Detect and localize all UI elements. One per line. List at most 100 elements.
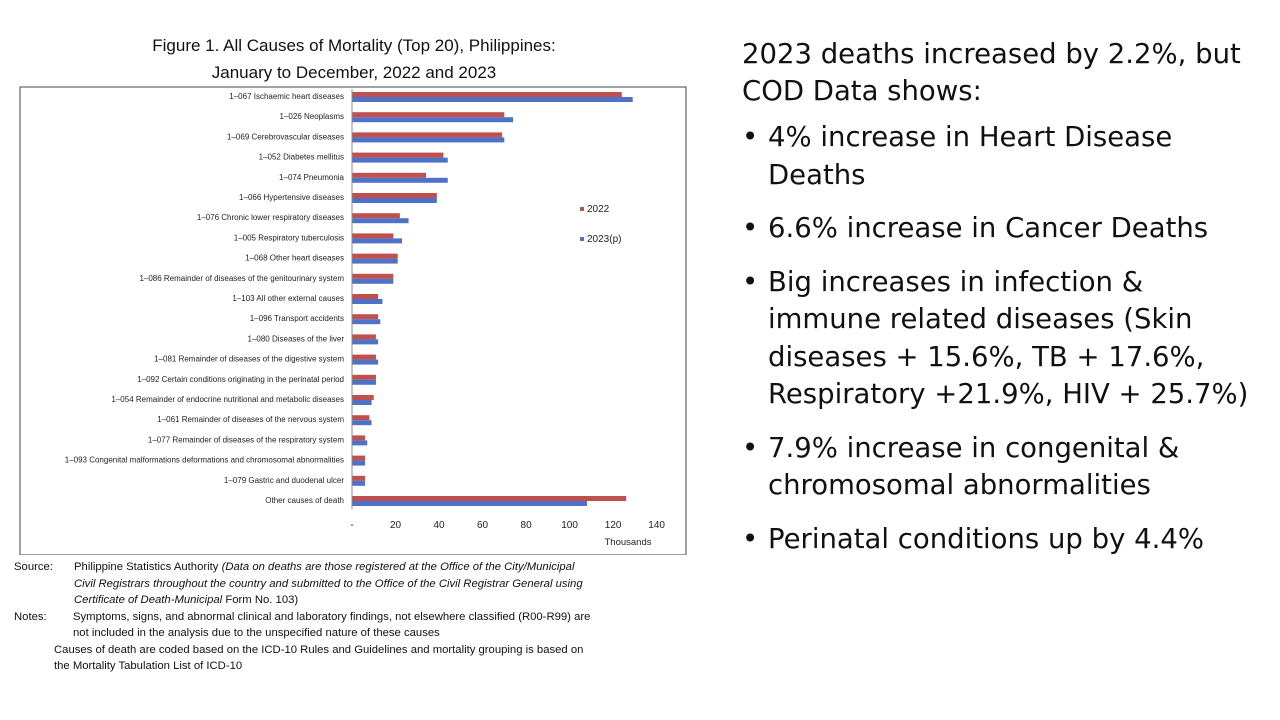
- source-line-1: (Data on deaths are those registered at …: [221, 561, 575, 573]
- category-label: 1–066 Hypertensive diseases: [239, 193, 344, 202]
- bar-2023p: [352, 137, 505, 143]
- bar-2022: [352, 253, 398, 259]
- bullet-text: Big increases in infection & immune rela…: [768, 265, 1249, 411]
- category-label: 1–092 Certain conditions originating in …: [137, 375, 344, 384]
- x-tick-label: -: [350, 520, 353, 531]
- x-tick-label: 100: [561, 520, 578, 531]
- category-label: 1–069 Cerebrovascular diseases: [227, 132, 344, 141]
- bullet-marker: •: [742, 431, 759, 464]
- bar-2023p: [352, 480, 366, 486]
- category-label: 1–067 Ischaemic heart diseases: [229, 92, 344, 101]
- bar-2023p: [352, 97, 633, 102]
- legend-label: 2022: [587, 204, 610, 215]
- bar-2022: [352, 152, 444, 158]
- bar-2023p: [352, 117, 514, 123]
- category-label: 1–079 Gastric and duodenal ulcer: [224, 476, 344, 485]
- category-label: 1–081 Remainder of diseases of the diges…: [154, 355, 344, 364]
- bar-2023p: [352, 258, 398, 264]
- source-key: Source:: [14, 561, 53, 573]
- bar-2022: [352, 415, 370, 421]
- x-ticks-layer: - 20 40 60 80 100 120 140: [350, 520, 665, 531]
- bar-2022: [352, 334, 376, 340]
- x-tick-label: 20: [390, 520, 402, 531]
- bar-2022: [352, 294, 379, 299]
- summary-panel: 2023 deaths increased by 2.2%, but COD D…: [742, 36, 1262, 574]
- bullet-marker: •: [742, 265, 759, 298]
- figure-title-line-2: January to December, 2022 and 2023: [211, 63, 497, 82]
- category-label: 1–096 Transport accidents: [250, 314, 344, 323]
- bar-2022: [352, 374, 376, 380]
- x-tick-label: 60: [477, 520, 489, 531]
- bar-2023p: [352, 501, 588, 506]
- source-row: Source: Philippine Statistics Authority …: [14, 559, 704, 609]
- bar-2023p: [352, 400, 372, 405]
- source-line-2: Civil Registrars throughout the country …: [74, 577, 583, 590]
- bar-2023p: [352, 319, 381, 325]
- bar-2022: [352, 193, 437, 198]
- category-labels-layer: 1–067 Ischaemic heart diseases 1–026 Neop…: [65, 92, 345, 505]
- bar-2023p: [352, 379, 376, 385]
- bar-2023p: [352, 177, 448, 183]
- figure-title: Figure 1. All Causes of Mortality (Top 2…: [20, 32, 688, 86]
- plot-frame: [19, 86, 687, 555]
- bar-2023p: [352, 440, 368, 446]
- bar-2022: [352, 395, 374, 400]
- bar-2023p: [352, 238, 403, 244]
- legend: 2022 2023(p): [580, 204, 621, 245]
- notes-line-3: Causes of death are coded based on the I…: [54, 643, 584, 656]
- bar-2022: [352, 496, 627, 501]
- mortality-bar-chart: 1–067 Ischaemic heart diseases 1–026 Neop…: [19, 86, 687, 555]
- bar-2022: [352, 435, 366, 441]
- bar-2023p: [352, 157, 448, 163]
- source-line-3: Certificate of Death-Municipal: [74, 594, 223, 606]
- bar-2022: [352, 314, 379, 320]
- category-label: 1–103 All other external causes: [232, 294, 344, 303]
- x-tick-label: 140: [648, 520, 665, 531]
- notes-body: Symptoms, signs, and abnormal clinical a…: [73, 609, 704, 642]
- category-label: 1–093 Congenital malformations deformati…: [65, 456, 344, 465]
- bullet-text: 7.9% increase in congenital & chromosoma…: [768, 431, 1180, 502]
- notes-line-1: Symptoms, signs, and abnormal clinical a…: [73, 610, 591, 623]
- bullet-text: 4% increase in Heart Disease Deaths: [768, 121, 1173, 191]
- bullet-text: 6.6% increase in Cancer Deaths: [768, 212, 1209, 244]
- bar-2023p: [352, 359, 379, 365]
- category-label: 1–061 Remainder of diseases of the nervo…: [157, 415, 344, 424]
- summary-intro: 2023 deaths increased by 2.2%, but COD D…: [742, 38, 1241, 107]
- bar-2022: [352, 273, 394, 279]
- bar-2023p: [352, 198, 437, 203]
- legend-swatch: [580, 207, 584, 211]
- bar-2023p: [352, 278, 394, 284]
- source-body: Philippine Statistics Authority (Data on…: [74, 559, 704, 609]
- category-label: 1–077 Remainder of diseases of the respi…: [148, 435, 344, 444]
- bar-2022: [352, 172, 426, 178]
- source-line-3-rest: Form No. 103): [222, 594, 299, 606]
- bar-2022: [352, 455, 366, 461]
- category-label: 1–086 Remainder of diseases of the genit…: [139, 274, 344, 283]
- category-label: 1–052 Diabetes mellitus: [259, 153, 344, 162]
- bullet-text: Perinatal conditions up by 4.4%: [768, 522, 1204, 555]
- bullet-item: • 4% increase in Heart Disease Deaths: [742, 119, 1262, 194]
- notes-line-2: not included in the analysis due to the …: [73, 627, 440, 639]
- legend-swatch: [580, 237, 584, 241]
- bar-2023p: [352, 218, 409, 224]
- x-tick-label: 80: [521, 520, 533, 531]
- legend-label: 2023(p): [587, 234, 621, 245]
- bar-2022: [352, 213, 400, 219]
- bar-2023p: [352, 299, 383, 304]
- bar-2022: [352, 354, 376, 360]
- category-label: 1–026 Neoplasms: [280, 112, 344, 121]
- bars-layer: [351, 89, 633, 509]
- x-tick-label: 40: [433, 520, 445, 531]
- bar-2023p: [352, 420, 372, 426]
- bullet-item: • Big increases in infection & immune rel…: [742, 264, 1262, 414]
- figure-title-line-1: Figure 1. All Causes of Mortality (Top 2…: [152, 36, 556, 55]
- bullet-marker: •: [742, 522, 759, 555]
- notes-row: Notes: Symptoms, signs, and abnormal cli…: [14, 609, 704, 642]
- bar-2022: [352, 112, 505, 118]
- category-label: Other causes of death: [265, 496, 344, 505]
- bar-2022: [352, 475, 366, 481]
- category-label: 1–054 Remainder of endocrine nutritional…: [111, 395, 344, 404]
- bar-2022: [352, 132, 503, 138]
- category-label: 1–005 Respiratory tuberculosis: [234, 233, 344, 242]
